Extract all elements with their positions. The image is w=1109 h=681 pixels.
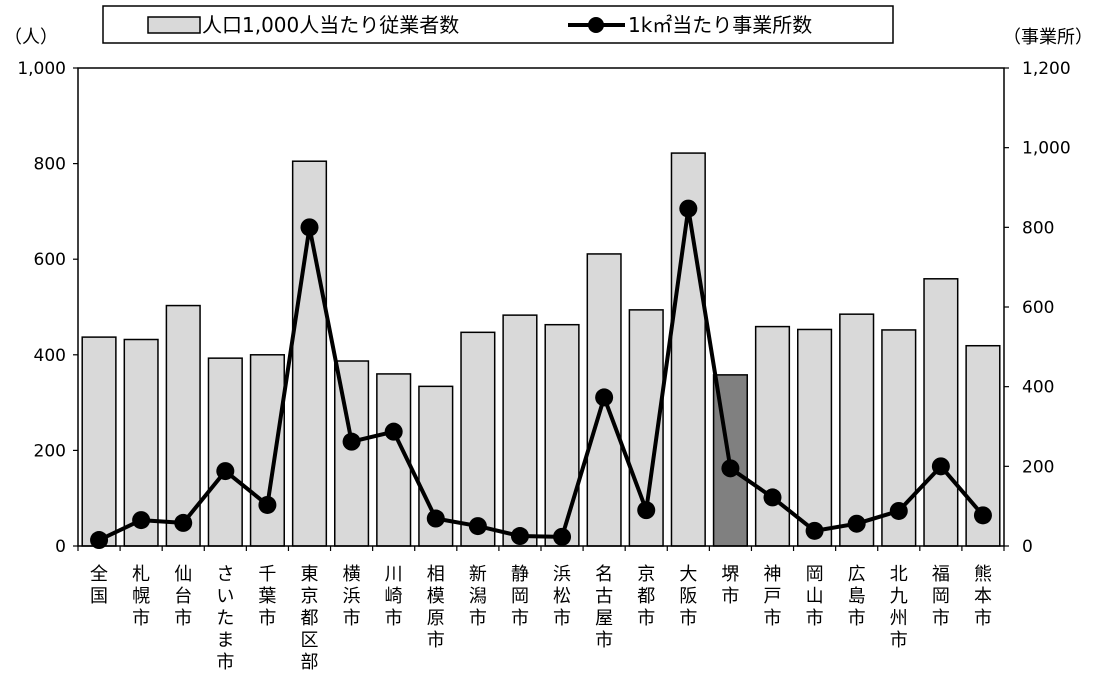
legend-bar-swatch — [147, 16, 201, 34]
category-label: 北九州市 — [890, 564, 908, 651]
line-point — [426, 509, 445, 528]
category-labels: 全国 札幌市 仙台市 さいたま市 千葉市 東京都区部 横浜市 川崎市 相模原市 新潟市 静岡市 浜松市… — [90, 564, 992, 673]
category-label: 京都市 — [637, 564, 655, 629]
line-point — [384, 422, 403, 441]
line-point — [342, 432, 361, 451]
line-series — [90, 199, 992, 550]
right-tick-label: 0 — [1022, 537, 1033, 557]
legend-bar-label: 人口1,000人当たり従業者数 — [202, 13, 459, 37]
bar — [544, 323, 580, 547]
line-point — [132, 511, 151, 530]
line-point — [90, 531, 109, 550]
line-point — [721, 459, 740, 478]
category-label: 静岡市 — [511, 564, 529, 629]
category-label: 川崎市 — [385, 564, 403, 629]
bar — [754, 325, 791, 547]
category-label: 東京都区部 — [301, 564, 319, 673]
category-label: 岡山市 — [806, 564, 824, 629]
line-point — [805, 521, 824, 540]
category-label: 相模原市 — [427, 564, 445, 651]
line-point — [258, 495, 277, 514]
line-point — [174, 513, 193, 532]
category-label: 新潟市 — [469, 564, 487, 629]
bar — [207, 357, 243, 547]
legend-line-marker — [588, 17, 604, 33]
line-point — [637, 501, 656, 520]
bar — [460, 331, 496, 547]
line-point — [216, 462, 235, 481]
category-label: 堺市 — [721, 564, 739, 607]
line-point — [973, 506, 992, 525]
legend: 人口1,000人当たり従業者数 1k㎡当たり事業所数 — [102, 5, 894, 44]
bar — [334, 360, 370, 547]
right-tick-label: 1,200 — [1022, 59, 1071, 79]
legend-frame — [102, 5, 894, 44]
bar — [81, 336, 117, 547]
right-tick-label: 1,000 — [1022, 139, 1071, 159]
left-tick-label: 200 — [34, 441, 66, 461]
category-label: 広島市 — [848, 564, 866, 629]
category-label: 千葉市 — [258, 564, 276, 629]
left-tick-label: 800 — [34, 155, 66, 175]
category-label: 大阪市 — [679, 564, 697, 629]
line-point — [553, 527, 572, 546]
category-label: 熊本市 — [974, 564, 992, 629]
category-label: 札幌市 — [132, 564, 150, 629]
right-axis-ticks: 0 200 400 600 800 1,000 1,200 — [1004, 59, 1071, 557]
left-tick-label: 0 — [55, 537, 66, 557]
right-axis-unit: （事業所） — [1003, 27, 1093, 48]
category-label: 浜松市 — [553, 564, 571, 629]
line-point — [889, 501, 908, 520]
left-tick-label: 1,000 — [17, 59, 66, 79]
line-point — [468, 517, 487, 536]
line-point — [595, 388, 614, 407]
category-label: 名古屋市 — [595, 564, 613, 651]
right-tick-label: 400 — [1022, 378, 1054, 398]
left-tick-label: 400 — [34, 346, 66, 366]
bar — [797, 328, 833, 547]
line-point — [679, 199, 698, 218]
right-tick-label: 800 — [1022, 218, 1054, 238]
line-point — [300, 218, 319, 237]
category-label: 仙台市 — [174, 564, 192, 629]
bar — [249, 354, 285, 547]
left-tick-label: 600 — [34, 250, 66, 270]
category-label: さいたま市 — [216, 564, 234, 673]
line-point — [510, 527, 529, 546]
line-point — [931, 457, 950, 476]
bar — [376, 373, 412, 547]
category-label: 神戸市 — [764, 564, 782, 629]
category-label: 全国 — [90, 564, 108, 607]
legend-line-label: 1k㎡当たり事業所数 — [628, 13, 812, 37]
bar — [502, 314, 538, 547]
line-point — [763, 488, 782, 507]
bar — [839, 313, 875, 547]
bar — [923, 278, 959, 547]
right-tick-label: 200 — [1022, 457, 1054, 477]
line-point — [847, 514, 866, 533]
bars — [81, 152, 1001, 547]
category-label: 福岡市 — [932, 564, 950, 629]
line-path — [98, 206, 985, 542]
right-tick-label: 600 — [1022, 298, 1054, 318]
left-axis-unit: （人） — [4, 27, 58, 48]
category-label: 横浜市 — [343, 564, 361, 629]
left-axis-ticks: 0 200 400 600 800 1,000 — [17, 59, 78, 557]
